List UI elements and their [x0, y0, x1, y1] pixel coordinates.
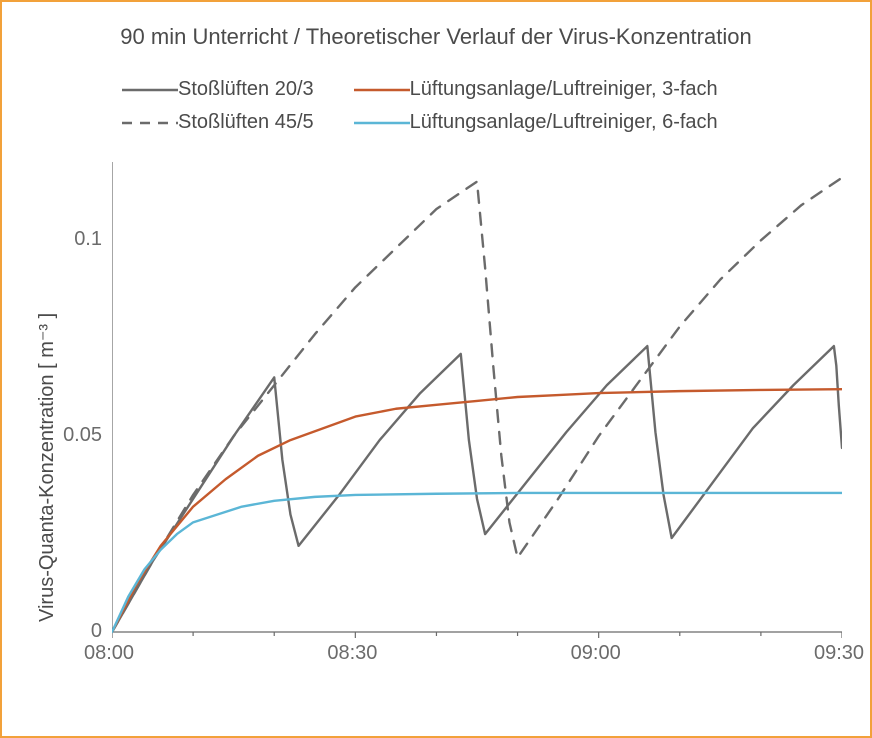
legend-swatch — [354, 80, 410, 100]
series-anlage-3x — [112, 389, 842, 632]
legend-item: Stoßlüften 20/3 — [122, 78, 314, 101]
legend-label: Lüftungsanlage/Luftreiniger, 6-fach — [410, 111, 718, 134]
legend-swatch — [122, 80, 178, 100]
legend-item: Stoßlüften 45/5 — [122, 111, 314, 134]
y-tick-label: 0.1 — [74, 228, 102, 251]
x-tick-label: 09:00 — [571, 642, 621, 665]
x-tick-label: 08:30 — [327, 642, 377, 665]
legend: Stoßlüften 20/3 Lüftungsanlage/Luftreinig… — [122, 78, 718, 134]
legend-item: Lüftungsanlage/Luftreiniger, 3-fach — [354, 78, 718, 101]
y-tick-label: 0 — [91, 620, 102, 643]
series-anlage-6x — [112, 493, 842, 632]
y-axis-label: Virus-Quanta-Konzentration [ m⁻³ ] — [34, 313, 59, 622]
legend-swatch — [122, 113, 178, 133]
x-tick-label: 08:00 — [84, 642, 134, 665]
chart-title: 90 min Unterricht / Theoretischer Verlau… — [2, 24, 870, 50]
y-tick-label: 0.05 — [63, 424, 102, 447]
series-stoss-20-3 — [112, 346, 842, 632]
legend-label: Lüftungsanlage/Luftreiniger, 3-fach — [410, 78, 718, 101]
plot-svg — [112, 162, 842, 672]
legend-label: Stoßlüften 45/5 — [178, 111, 314, 134]
legend-swatch — [354, 113, 410, 133]
legend-label: Stoßlüften 20/3 — [178, 78, 314, 101]
chart-frame: 90 min Unterricht / Theoretischer Verlau… — [0, 0, 872, 738]
x-tick-label: 09:30 — [814, 642, 864, 665]
plot-area: 00.050.108:0008:3009:0009:30 — [112, 162, 842, 672]
series-stoss-45-5 — [112, 178, 842, 632]
legend-item: Lüftungsanlage/Luftreiniger, 6-fach — [354, 111, 718, 134]
